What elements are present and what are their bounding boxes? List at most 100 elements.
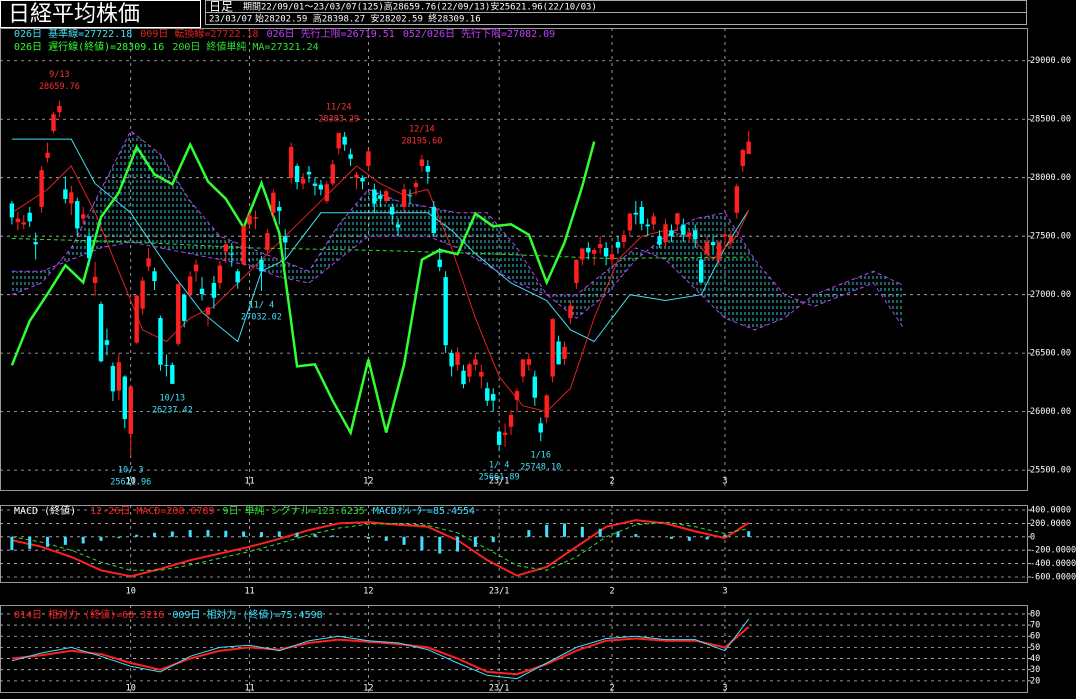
candle-body — [354, 174, 359, 178]
cloud-fill — [517, 247, 547, 295]
series-line — [11, 626, 750, 676]
candle-body — [21, 222, 26, 225]
candle-body — [247, 215, 252, 225]
cloud-fill — [101, 130, 131, 248]
candle-body — [419, 159, 425, 167]
candle-body — [152, 271, 157, 282]
candle-body — [312, 183, 318, 186]
histogram-bar — [349, 536, 353, 538]
panel-frame — [0, 605, 1028, 693]
histogram-bar — [277, 531, 281, 537]
candle-body — [669, 230, 674, 237]
y-tick-label: 20 — [1030, 676, 1040, 686]
histogram-bar — [509, 536, 513, 538]
plot-area — [0, 28, 1028, 490]
y-tick-label: 200.0000 — [1030, 519, 1071, 529]
candle-body — [532, 376, 537, 398]
candle-body — [342, 136, 347, 145]
histogram-bar — [331, 535, 335, 537]
candle-body — [502, 432, 508, 436]
y-tick-label: 0 — [1030, 532, 1035, 542]
histogram-bar — [63, 536, 67, 545]
candle-body — [651, 216, 656, 225]
legend-entry: 9日 単純 シグナル=123.6235 — [223, 504, 365, 517]
cloud-fill — [11, 271, 42, 295]
cloud-fill — [843, 271, 874, 295]
histogram-bar — [491, 536, 495, 543]
y-tick-label: 50 — [1030, 643, 1040, 653]
histogram-bar — [46, 536, 50, 547]
histogram-bar — [616, 531, 620, 537]
legend-entry: MACDｵｼﾚｰﾀｰ=85.4554 — [373, 505, 475, 517]
candle-body — [449, 353, 454, 367]
candle-body — [615, 242, 621, 248]
histogram-bar — [152, 532, 156, 537]
legend-entry: 052/026日 先行下限=27082.09 — [403, 27, 555, 40]
histogram-bar — [705, 536, 709, 540]
annotation-date: 9/13 — [49, 70, 69, 80]
candle-body — [627, 213, 633, 231]
cloud-fill — [576, 271, 607, 319]
histogram-bar — [687, 536, 691, 541]
candle-body — [92, 276, 98, 283]
candle-body — [538, 423, 543, 433]
candle-body — [348, 154, 353, 159]
y-tick-label: 28500.00 — [1030, 115, 1071, 125]
annotation-date: 10/ 3 — [118, 465, 144, 475]
candle-body — [360, 177, 365, 182]
histogram-bar — [634, 534, 638, 537]
annotation-value: 28659.76 — [39, 82, 80, 92]
histogram-bar — [598, 528, 602, 537]
y-tick-label: -600.0000 — [1030, 572, 1076, 582]
candle-body — [675, 213, 680, 225]
histogram-bar — [456, 536, 460, 552]
candle-body — [39, 170, 44, 207]
candle-body — [609, 254, 615, 260]
x-tick-label: 23/1 — [489, 477, 509, 487]
cloud-fill — [398, 201, 428, 237]
candle-body — [455, 352, 460, 365]
candle-body — [407, 195, 413, 197]
histogram-bar — [384, 536, 388, 541]
histogram-bar — [135, 534, 139, 537]
candle-body — [223, 244, 229, 252]
cloud-fill — [606, 247, 636, 295]
candle-body — [86, 236, 92, 259]
candle-body — [217, 265, 223, 283]
histogram-bar — [580, 526, 584, 537]
x-tick-label: 10 — [126, 587, 136, 597]
candle-body — [437, 259, 442, 267]
candle-body — [722, 234, 728, 237]
series-line — [10, 141, 596, 437]
x-tick-label: 3 — [722, 587, 727, 597]
histogram-bar — [563, 523, 567, 537]
x-tick-label: 2 — [609, 684, 614, 694]
cloud-fill — [754, 259, 785, 330]
candle-body — [330, 164, 335, 184]
histogram-bar — [527, 530, 531, 537]
candle-body — [514, 391, 520, 400]
candle-body — [122, 376, 127, 420]
panel-title: MACD (終値) — [14, 504, 76, 517]
candle-body — [69, 192, 74, 204]
plot-area — [0, 605, 1028, 692]
candle-body — [116, 362, 122, 391]
info-row — [205, 12, 1027, 25]
y-tick-label: 40 — [1030, 654, 1040, 664]
candle-body — [176, 284, 181, 344]
candle-body — [401, 189, 407, 207]
candle-body — [33, 242, 38, 245]
histogram-bar — [28, 536, 32, 549]
candle-body — [681, 224, 686, 235]
candle-body — [211, 282, 217, 298]
candle-body — [158, 318, 163, 365]
candle-body — [657, 236, 662, 245]
x-tick-label: 12 — [363, 684, 373, 694]
candle-body — [134, 295, 139, 343]
legend-entry: 026日 先行上限=26719.51 — [267, 27, 395, 40]
annotation-date: 10/13 — [160, 393, 186, 403]
candle-body — [395, 224, 401, 228]
cloud-fill — [487, 212, 517, 283]
legend-entry: 12-26日 MACD=208.0789 — [90, 506, 214, 517]
candle-body — [45, 152, 50, 158]
